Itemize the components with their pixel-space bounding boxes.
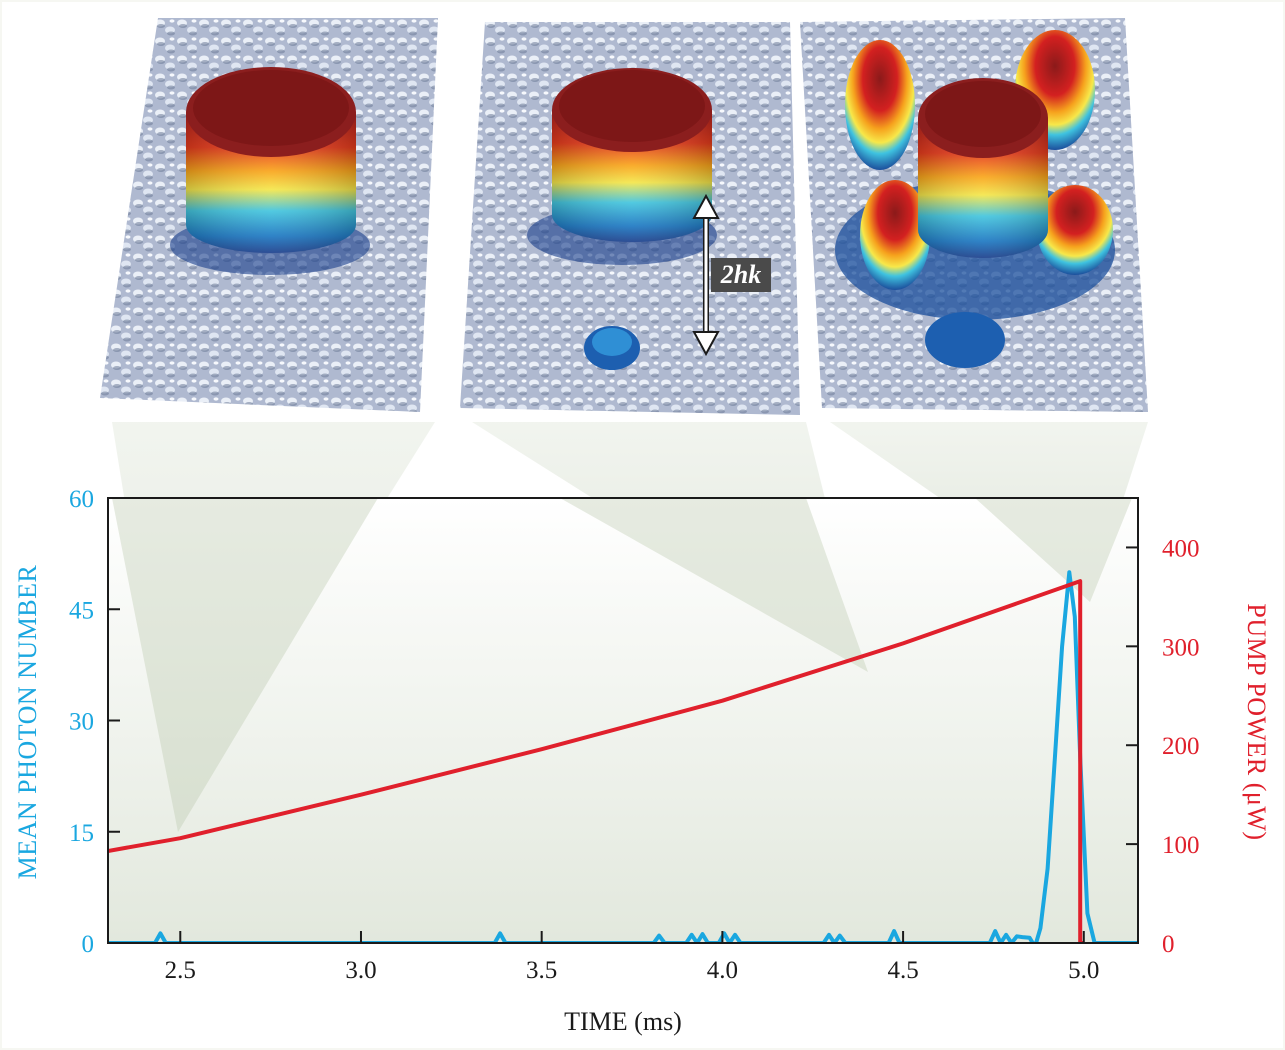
y-left-tick-label: 0 xyxy=(82,931,95,958)
wedge-overlay-right xyxy=(975,498,1132,602)
density-panel-2: 2hk xyxy=(460,22,800,415)
y-left-tick-label: 45 xyxy=(69,597,94,624)
x-tick-label: 3.0 xyxy=(345,957,376,984)
x-tick-label: 4.5 xyxy=(887,957,918,984)
wedge-overlay-middle xyxy=(560,498,868,672)
series-layer xyxy=(108,570,1138,943)
y-right-tick-label: 300 xyxy=(1162,634,1200,661)
wedge-overlay-left xyxy=(112,498,378,832)
y-right-tick-label: 100 xyxy=(1162,832,1200,859)
y-axis-left: 0 15 30 45 60 xyxy=(69,486,120,958)
x-tick-label: 4.0 xyxy=(707,957,738,984)
x-tick-label: 5.0 xyxy=(1068,957,1099,984)
x-tick-label: 3.5 xyxy=(526,957,557,984)
y-right-tick-label: 400 xyxy=(1162,535,1200,562)
series-line-photon-number xyxy=(108,570,1138,943)
series-line-pump-power xyxy=(108,579,1084,943)
momentum-label: 2hk xyxy=(720,260,761,289)
y-axis-right-title: PUMP POWER (μW) xyxy=(1242,603,1271,840)
x-axis-title: TIME (ms) xyxy=(564,1007,682,1036)
chart: 2.5 3.0 3.5 4.0 4.5 5.0 0 15 30 45 60 0 100 200 300 4… xyxy=(13,486,1271,1036)
momentum-arrow xyxy=(692,193,720,357)
y-left-tick-label: 30 xyxy=(69,709,94,736)
density-panel-1 xyxy=(100,18,438,412)
y-axis-right: 0 100 200 300 400 xyxy=(1126,535,1200,958)
density-panel-3 xyxy=(800,18,1148,412)
x-tick-label: 2.5 xyxy=(165,957,196,984)
y-axis-left-title: MEAN PHOTON NUMBER xyxy=(13,564,42,879)
y-left-tick-label: 60 xyxy=(69,486,94,513)
y-right-tick-label: 200 xyxy=(1162,733,1200,760)
x-axis: 2.5 3.0 3.5 4.0 4.5 5.0 xyxy=(165,931,1099,984)
y-left-tick-label: 15 xyxy=(69,820,94,847)
plot-background xyxy=(108,498,1138,943)
momentum-label-bg xyxy=(711,258,771,292)
y-right-tick-label: 0 xyxy=(1162,931,1175,958)
